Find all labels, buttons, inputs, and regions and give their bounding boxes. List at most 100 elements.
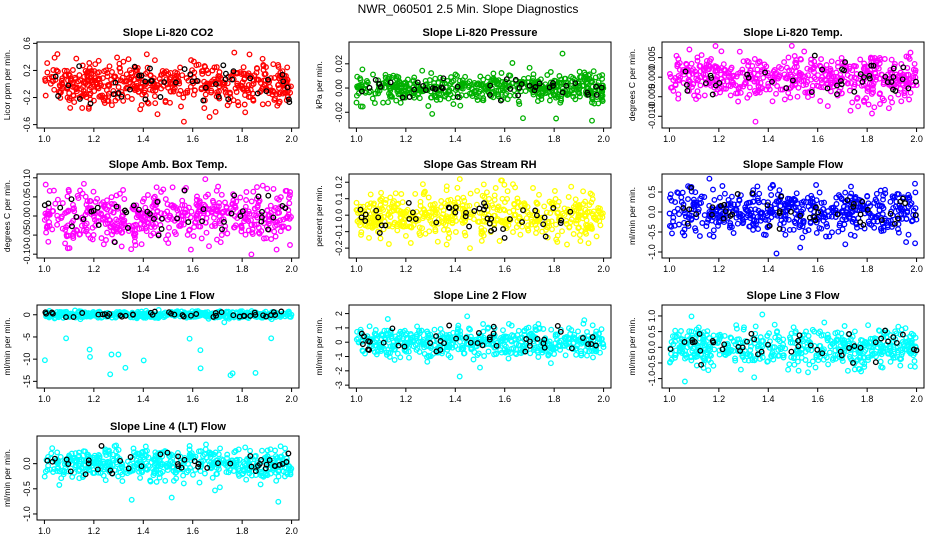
- data-point: [682, 213, 689, 220]
- data-point: [180, 94, 187, 101]
- data-point: [799, 234, 806, 241]
- data-point: [70, 206, 76, 213]
- data-point: [887, 358, 894, 365]
- data-point: [726, 70, 732, 77]
- data-point: [777, 196, 783, 203]
- data-point: [495, 93, 502, 100]
- data-point: [167, 69, 174, 76]
- data-point: [254, 204, 261, 211]
- data-point: [554, 91, 561, 98]
- data-point: [353, 99, 360, 106]
- data-point: [208, 89, 215, 96]
- data-point: [283, 187, 290, 194]
- data-point: [555, 209, 561, 216]
- data-point: [443, 217, 450, 224]
- data-point: [474, 218, 481, 225]
- data-point: [384, 316, 391, 322]
- reference-point: [441, 340, 447, 347]
- data-point: [875, 65, 882, 72]
- data-point: [666, 71, 673, 77]
- data-point: [692, 225, 698, 232]
- data-point: [523, 215, 530, 222]
- panel: Slope Li-820 Temp.1.0 1.2 1.4 1.6 1.8 2.0-0.0…: [627, 27, 925, 144]
- data-point: [675, 91, 682, 98]
- data-points: [41, 176, 294, 257]
- data-point: [392, 190, 399, 197]
- data-point: [109, 231, 116, 238]
- data-point: [786, 226, 793, 233]
- data-point: [872, 214, 878, 221]
- reference-point: [593, 91, 600, 98]
- reference-point: [52, 73, 59, 80]
- data-point: [857, 56, 864, 63]
- data-point: [494, 217, 501, 224]
- y-tick-label: -10: [22, 353, 32, 366]
- data-point: [697, 82, 704, 89]
- reference-point: [850, 203, 857, 210]
- data-point: [137, 106, 144, 113]
- data-point: [256, 230, 263, 237]
- data-point: [360, 85, 367, 92]
- data-point: [710, 332, 717, 339]
- data-point: [108, 102, 115, 109]
- reference-point: [559, 89, 566, 96]
- data-point: [54, 51, 61, 58]
- data-point: [717, 89, 724, 96]
- reference-point: [776, 208, 783, 215]
- data-point: [66, 72, 73, 79]
- reference-point: [762, 69, 769, 76]
- data-point: [62, 240, 69, 247]
- reference-point: [382, 222, 389, 229]
- data-point: [776, 187, 783, 194]
- data-point: [546, 97, 553, 104]
- data-point: [357, 203, 364, 210]
- reference-point: [387, 79, 394, 86]
- data-point: [454, 184, 461, 191]
- data-point: [553, 344, 560, 351]
- data-point: [455, 325, 461, 332]
- reference-point: [519, 219, 526, 226]
- data-point: [110, 209, 117, 216]
- data-point: [547, 344, 554, 351]
- data-point: [100, 241, 107, 248]
- reference-point: [716, 80, 723, 86]
- x-tick-label: 1.6: [186, 394, 199, 404]
- data-point: [165, 232, 172, 239]
- data-point: [669, 230, 675, 237]
- data-point: [456, 176, 463, 183]
- data-point: [273, 91, 280, 98]
- data-point: [530, 71, 537, 78]
- data-point: [104, 73, 111, 80]
- data-point: [114, 54, 121, 61]
- data-point: [77, 187, 84, 194]
- data-point: [668, 223, 675, 230]
- reference-point: [230, 68, 237, 75]
- data-point: [864, 193, 871, 200]
- data-point: [64, 193, 71, 200]
- reference-point: [99, 311, 106, 318]
- reference-point: [95, 222, 102, 229]
- data-point: [143, 51, 150, 58]
- data-point: [811, 69, 817, 76]
- data-point: [353, 336, 360, 343]
- data-point: [486, 195, 492, 202]
- data-point: [369, 223, 376, 230]
- data-point: [798, 199, 805, 206]
- data-point: [387, 194, 394, 201]
- reference-point: [222, 76, 229, 83]
- reference-point: [688, 184, 695, 191]
- data-point: [83, 226, 90, 233]
- reference-point: [158, 215, 165, 222]
- x-tick-label: 1.2: [88, 134, 101, 144]
- data-point: [588, 99, 595, 106]
- data-point: [413, 335, 420, 342]
- data-point: [237, 194, 244, 201]
- data-point: [387, 87, 394, 94]
- data-point: [162, 196, 169, 203]
- data-point: [832, 330, 839, 337]
- data-point: [879, 95, 886, 102]
- reference-point: [684, 220, 691, 227]
- data-point: [65, 186, 72, 193]
- x-tick-label: 1.4: [449, 394, 462, 404]
- reference-point: [406, 215, 413, 222]
